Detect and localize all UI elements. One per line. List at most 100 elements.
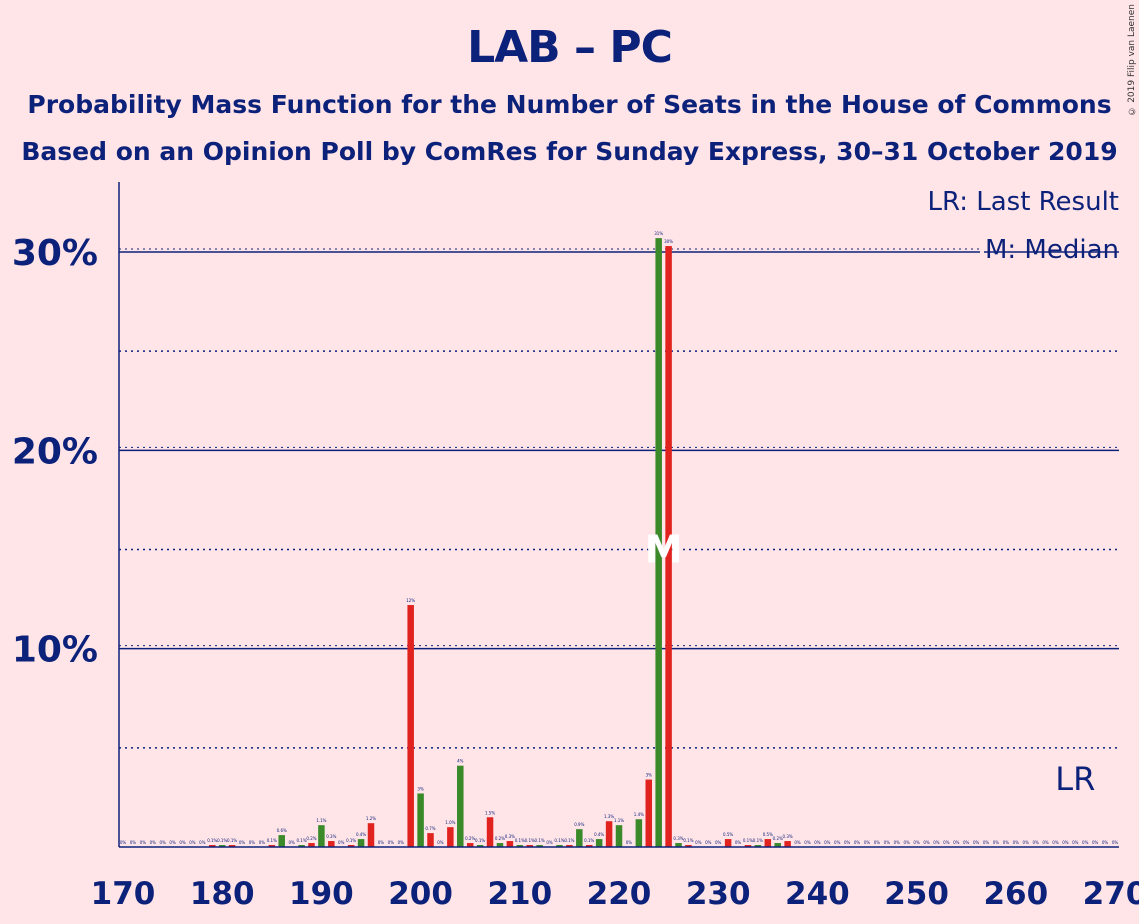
bar-214 [556, 845, 563, 847]
bar-label-247: 0% [884, 840, 891, 845]
x-tick-label-260: 260 [983, 876, 1048, 912]
bar-label-205: 0.2% [465, 836, 475, 841]
bar-label-222: 1.4% [634, 812, 644, 817]
bar-label-196: 0% [378, 840, 385, 845]
bar-label-215: 0.1% [564, 838, 574, 843]
bar-205 [466, 843, 474, 847]
bar-series [209, 238, 791, 848]
bar-label-243: 0% [844, 840, 851, 845]
bar-181 [228, 845, 236, 847]
median-marker: M [645, 528, 683, 572]
bar-label-256: 0% [973, 840, 980, 845]
bar-label-268: 0% [1092, 840, 1099, 845]
bar-label-254: 0% [953, 840, 960, 845]
bar-label-265: 0% [1062, 840, 1069, 845]
bar-label-204: 4% [457, 759, 464, 764]
bar-label-253: 0% [943, 840, 950, 845]
chart-subtitle: Probability Mass Function for the Number… [27, 90, 1112, 119]
bar-label-229: 0% [705, 840, 712, 845]
x-tick-label-240: 240 [785, 876, 850, 912]
bar-234 [754, 845, 762, 847]
bar-label-257: 0% [983, 840, 990, 845]
bar-label-239: 0% [804, 840, 811, 845]
bar-label-250: 0% [913, 840, 920, 845]
bar-label-188: 0.1% [296, 838, 306, 843]
bar-206 [476, 845, 484, 847]
bar-200 [417, 793, 424, 847]
bar-233 [744, 845, 752, 847]
bar-225 [665, 246, 672, 848]
bar-label-175: 0% [169, 840, 176, 845]
bar-label-266: 0% [1072, 840, 1079, 845]
bar-194 [357, 839, 365, 847]
chart-subtitle-poll: Based on an Opinion Poll by ComRes for S… [21, 137, 1118, 166]
bar-labels: 0% 0% 0% 0% 0% 0% 0% 0% 0% 0.1% 0.1% 0.1% 0% 0% 0% 0.1%… [120, 231, 1119, 845]
bar-203 [447, 827, 454, 847]
bar-179 [209, 845, 216, 847]
x-tick-label-190: 190 [289, 876, 354, 912]
chart-title: LAB – PC [467, 22, 673, 73]
bar-label-259: 0% [1003, 840, 1010, 845]
x-tick-label-250: 250 [884, 876, 949, 912]
bar-label-225: 30% [664, 239, 673, 244]
bar-label-219: 1.3% [604, 814, 614, 819]
bar-199 [407, 605, 414, 847]
bar-label-172: 0% [140, 840, 147, 845]
bar-label-220: 1.1% [614, 818, 624, 823]
bar-236 [774, 843, 781, 847]
bar-190 [318, 825, 325, 847]
bar-label-264: 0% [1052, 840, 1059, 845]
bar-label-203: 1.0% [445, 820, 455, 825]
bar-label-267: 0% [1082, 840, 1089, 845]
bar-label-260: 0% [1013, 840, 1020, 845]
bar-195 [367, 823, 375, 847]
bar-label-249: 0% [904, 840, 911, 845]
bar-label-248: 0% [894, 840, 901, 845]
bar-218 [595, 839, 603, 847]
bar-label-270: 0% [1112, 840, 1119, 845]
bar-label-180: 0.1% [217, 838, 227, 843]
bar-224 [655, 238, 662, 847]
bar-label-228: 0% [695, 840, 702, 845]
bar-label-269: 0% [1102, 840, 1109, 845]
bar-label-211: 0.1% [525, 838, 535, 843]
legend-median-bg [980, 234, 1120, 266]
bar-220 [615, 825, 623, 847]
bar-label-218: 0.4% [594, 832, 604, 837]
bar-label-237: 0.3% [783, 834, 793, 839]
bar-label-216: 0.9% [574, 822, 584, 827]
bar-label-190: 1.1% [316, 818, 326, 823]
bar-185 [268, 845, 276, 847]
bar-label-212: 0.1% [535, 838, 545, 843]
bar-208 [496, 843, 504, 847]
bar-label-185: 0.1% [267, 838, 277, 843]
bar-label-251: 0% [923, 840, 930, 845]
bar-label-223: 3% [646, 773, 653, 778]
bar-label-242: 0% [834, 840, 841, 845]
bar-label-226: 0.3% [673, 836, 683, 841]
bar-label-194: 0.4% [356, 832, 366, 837]
y-tick-label-20: 20% [12, 431, 98, 472]
bar-204 [457, 765, 464, 847]
bar-label-235: 0.5% [763, 832, 773, 837]
bar-label-231: 0.5% [723, 832, 733, 837]
bar-label-258: 0% [993, 840, 1000, 845]
bar-label-227: 0.1% [683, 838, 693, 843]
markers: LR: Last Result M: Median M LR [645, 187, 1120, 798]
bar-label-263: 0% [1042, 840, 1049, 845]
bar-216 [576, 829, 583, 847]
axes: 10% 20% 30% 170 180 190 200 210 220 230 240 250 260 2… [12, 182, 1139, 912]
bar-191 [328, 841, 335, 847]
bar-label-240: 0% [814, 840, 821, 845]
bar-label-192: 0% [338, 840, 345, 845]
bar-label-197: 0% [388, 840, 395, 845]
x-tick-label-210: 210 [487, 876, 552, 912]
last-result-marker: LR [1055, 760, 1095, 798]
bar-193 [347, 845, 355, 847]
x-tick-label-270: 270 [1083, 876, 1139, 912]
bar-label-200: 3% [417, 786, 424, 791]
y-tick-label-10: 10% [12, 630, 98, 671]
bar-188 [298, 845, 305, 847]
bar-231 [724, 839, 732, 847]
bar-label-178: 0% [199, 840, 206, 845]
